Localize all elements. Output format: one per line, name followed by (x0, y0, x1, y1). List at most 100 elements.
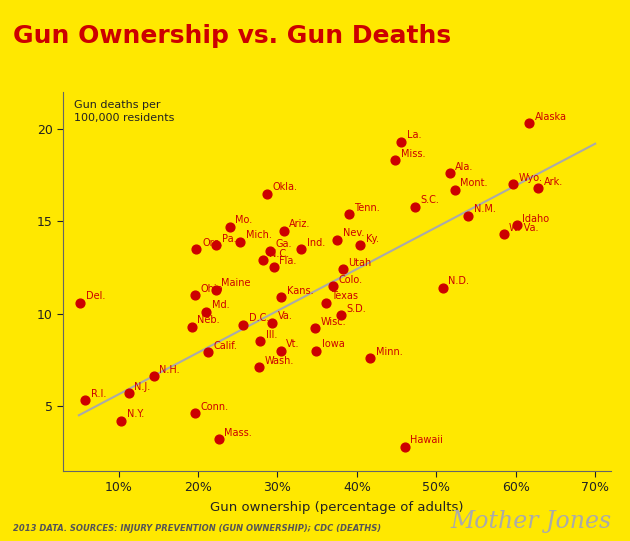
Text: Ga.: Ga. (275, 240, 292, 249)
Point (201, 307, 211, 316)
Point (210, 285, 220, 294)
Point (268, 263, 278, 272)
Text: R.I.: R.I. (91, 389, 106, 399)
Text: N.M.: N.M. (474, 204, 496, 214)
Point (262, 189, 272, 198)
Point (235, 237, 245, 246)
Text: Vt.: Vt. (286, 339, 300, 349)
Point (255, 337, 265, 346)
Point (238, 320, 248, 329)
Point (211, 241, 221, 249)
Point (279, 226, 289, 235)
Text: Ala.: Ala. (455, 162, 474, 172)
Text: Colo.: Colo. (339, 274, 363, 285)
Point (512, 221, 522, 229)
Point (192, 245, 202, 253)
Point (124, 389, 134, 398)
Point (116, 417, 126, 425)
Point (390, 156, 400, 164)
Point (396, 137, 406, 146)
Text: Ill.: Ill. (266, 330, 277, 340)
Text: Ind.: Ind. (307, 237, 325, 248)
X-axis label: Gun ownership (percentage of adults): Gun ownership (percentage of adults) (210, 501, 464, 514)
Point (332, 235, 342, 244)
Point (445, 169, 455, 177)
Text: S.C.: S.C. (420, 195, 439, 205)
Text: La.: La. (407, 130, 421, 141)
Text: Md.: Md. (212, 300, 229, 311)
Text: Mont.: Mont. (460, 179, 488, 188)
Point (203, 348, 214, 357)
Point (186, 322, 197, 331)
Text: Mich.: Mich. (246, 230, 272, 240)
Point (267, 319, 277, 327)
Point (80, 396, 90, 405)
Text: Del.: Del. (86, 291, 105, 301)
Text: N.Y.: N.Y. (127, 410, 144, 419)
Text: Mass.: Mass. (224, 428, 252, 438)
Text: Minn.: Minn. (376, 347, 403, 357)
Point (214, 435, 224, 444)
Point (310, 324, 320, 333)
Text: Gun Ownership vs. Gun Deaths: Gun Ownership vs. Gun Deaths (13, 24, 450, 48)
Text: N.H.: N.H. (159, 365, 180, 375)
Text: D.C.: D.C. (249, 313, 269, 324)
Text: Mo.: Mo. (236, 215, 253, 226)
Point (149, 372, 159, 381)
Text: Kans.: Kans. (287, 286, 314, 295)
Text: Idaho: Idaho (522, 214, 549, 223)
Point (258, 256, 268, 265)
Text: Maine: Maine (221, 278, 251, 288)
Text: Conn.: Conn. (200, 402, 229, 412)
Text: Calif.: Calif. (214, 341, 238, 351)
Text: Utah: Utah (348, 258, 372, 268)
Text: Ore.: Ore. (202, 237, 222, 248)
Text: Wash.: Wash. (265, 356, 294, 366)
Text: Texas: Texas (331, 291, 358, 301)
Text: N.C.: N.C. (269, 249, 289, 259)
Text: Fla.: Fla. (279, 256, 297, 266)
Text: Va.: Va. (277, 312, 292, 321)
Text: Miss.: Miss. (401, 149, 425, 159)
Text: Neb.: Neb. (197, 315, 220, 325)
Point (265, 247, 275, 255)
Text: Pa.: Pa. (222, 234, 236, 244)
Point (338, 265, 348, 274)
Text: N.D.: N.D. (449, 276, 469, 286)
Text: Okla.: Okla. (273, 182, 298, 192)
Point (321, 298, 331, 307)
Point (355, 241, 365, 249)
Point (410, 202, 420, 211)
Point (225, 222, 235, 231)
Point (296, 245, 306, 253)
Point (365, 354, 375, 362)
Point (190, 409, 200, 418)
Text: Ohio: Ohio (200, 284, 223, 294)
Point (399, 443, 410, 451)
Text: Nev.: Nev. (343, 228, 364, 239)
Point (328, 282, 338, 291)
Text: Ark.: Ark. (544, 177, 563, 187)
Point (277, 293, 287, 301)
Text: N.J.: N.J. (134, 382, 151, 392)
Point (311, 346, 321, 355)
Text: Ky.: Ky. (365, 234, 379, 244)
Text: 2013 DATA. SOURCES: INJURY PREVENTION (GUN OWNERSHIP); CDC (DEATHS): 2013 DATA. SOURCES: INJURY PREVENTION (G… (13, 524, 381, 533)
Point (524, 119, 534, 128)
Point (76, 298, 86, 307)
Text: Iowa: Iowa (322, 339, 345, 349)
Point (190, 291, 200, 300)
Point (499, 230, 509, 239)
Point (275, 346, 285, 355)
Point (438, 283, 448, 292)
Point (450, 186, 460, 194)
Text: Hawaii: Hawaii (410, 436, 443, 445)
Point (336, 311, 346, 320)
Point (344, 209, 354, 218)
Point (463, 212, 473, 220)
Text: Mother Jones: Mother Jones (450, 510, 611, 533)
Text: S.D.: S.D. (346, 304, 366, 314)
Point (508, 180, 518, 189)
Text: Tenn.: Tenn. (355, 202, 381, 213)
Text: W. Va.: W. Va. (510, 223, 539, 233)
